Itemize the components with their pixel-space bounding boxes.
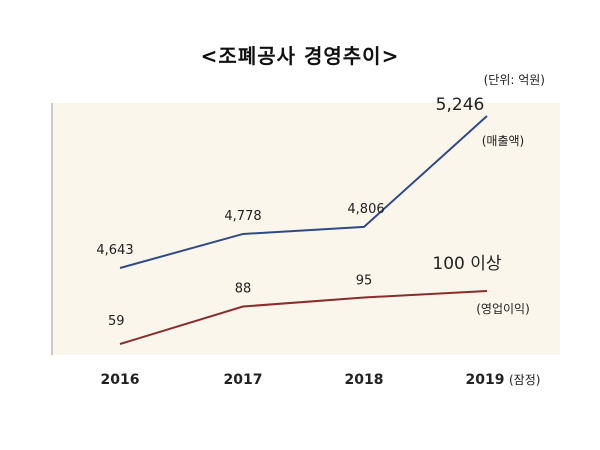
- x-tick-label: 2019: [466, 372, 505, 388]
- unit-label: (단위: 억원): [484, 73, 545, 87]
- data-label: 4,643: [96, 243, 133, 258]
- data-label: 4,806: [347, 202, 384, 217]
- data-label: 5,246: [436, 95, 485, 115]
- data-label: 95: [356, 273, 373, 288]
- data-label: 88: [235, 282, 252, 297]
- plot-background: [52, 103, 560, 355]
- labels-layer: 4,643 4,778 4,806 5,246 (매출액) 59 88 95 100 이상 (영업…: [96, 95, 529, 329]
- x-tick-label: 2018: [345, 372, 384, 388]
- x-axis-ticks: 2016 2017 2018 2019 (잠정): [101, 372, 541, 388]
- series-name-label: (영업이익): [476, 302, 530, 316]
- lines-layer: [119, 115, 488, 345]
- x-tick-suffix: (잠정): [509, 373, 540, 387]
- data-label: 4,778: [224, 209, 261, 224]
- chart-title: <조폐공사 경영추이>: [200, 44, 400, 68]
- x-tick-label: 2016: [101, 372, 140, 388]
- series-name-label: (매출액): [482, 134, 524, 148]
- series-line-0: [119, 115, 488, 269]
- series-line-1: [119, 290, 488, 345]
- data-label: 100 이상: [432, 254, 501, 274]
- x-tick-label: 2017: [224, 372, 263, 388]
- data-label: 59: [108, 314, 125, 329]
